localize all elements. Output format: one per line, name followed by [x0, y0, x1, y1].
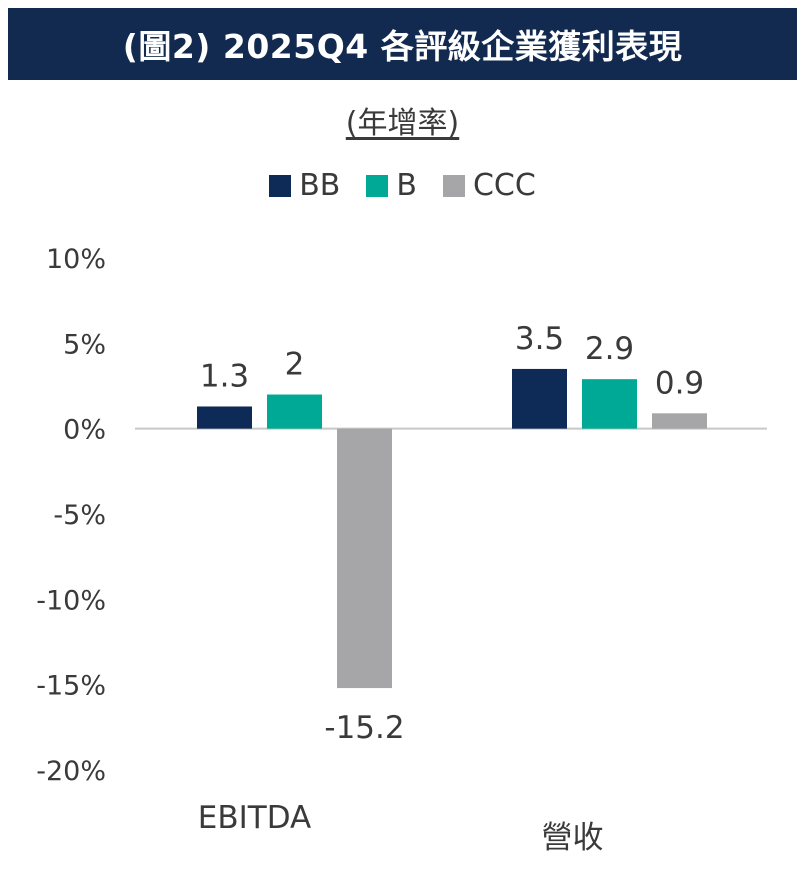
bar-bb-revenue	[512, 368, 567, 429]
legend-item-ccc: CCC	[442, 168, 536, 203]
legend-item-b: B	[366, 168, 417, 203]
legend: BB B CCC	[0, 168, 805, 203]
data-label: 1.3	[200, 358, 249, 394]
data-label: 0.9	[655, 365, 704, 401]
chart-subtitle-container: (年增率)	[0, 98, 805, 142]
chart-title: (圖2) 2025Q4 各評級企業獲利表現	[122, 27, 683, 66]
y-tick-label: 10%	[46, 244, 106, 275]
y-tick-label: 0%	[63, 415, 106, 446]
data-label: 3.5	[515, 321, 564, 357]
y-tick-label: -20%	[36, 756, 106, 787]
legend-swatch-bb	[269, 174, 292, 197]
y-tick-label: -15%	[36, 671, 106, 702]
legend-item-bb: BB	[269, 168, 340, 203]
bar-ccc-revenue	[652, 413, 707, 429]
legend-swatch-ccc	[442, 174, 465, 197]
bar-b-ebitda	[267, 394, 322, 429]
bar-bb-ebitda	[197, 406, 252, 429]
data-label: 2	[285, 347, 305, 383]
chart-title-bar: (圖2) 2025Q4 各評級企業獲利表現	[8, 8, 797, 80]
legend-label-bb: BB	[299, 168, 341, 203]
legend-label-b: B	[396, 168, 417, 203]
y-tick-label: -5%	[53, 500, 106, 531]
x-category-label: EBITDA	[198, 800, 311, 836]
data-label: -15.2	[324, 710, 404, 746]
bar-b-revenue	[582, 379, 637, 429]
chart-subtitle: (年增率)	[345, 106, 460, 141]
y-tick-label: 5%	[63, 329, 106, 360]
bar-ccc-ebitda	[337, 428, 392, 689]
legend-label-ccc: CCC	[472, 168, 536, 203]
y-tick-label: -10%	[36, 585, 106, 616]
x-category-label: 營收	[542, 820, 604, 856]
legend-swatch-b	[366, 174, 389, 197]
data-label: 2.9	[585, 331, 634, 367]
